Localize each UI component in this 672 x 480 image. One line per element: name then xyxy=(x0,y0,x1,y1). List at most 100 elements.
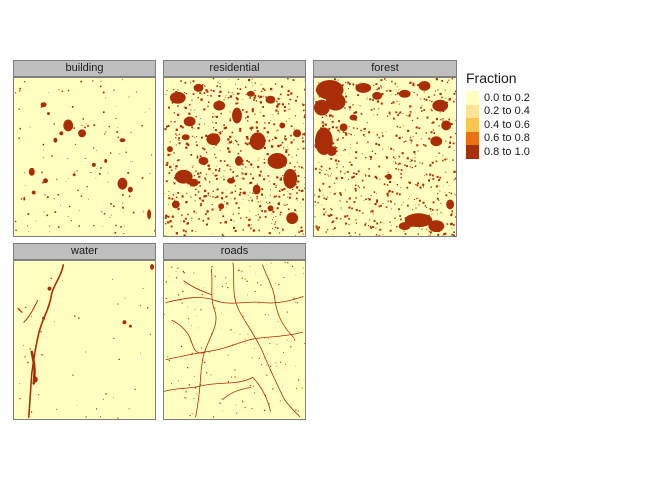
raster-cell xyxy=(173,152,175,154)
raster-cell xyxy=(328,176,330,178)
raster-cell xyxy=(293,128,295,130)
raster-cell xyxy=(203,287,204,289)
raster-cell xyxy=(401,204,403,206)
raster-cell xyxy=(336,85,339,89)
raster-cell xyxy=(268,180,270,182)
raster-cell xyxy=(342,131,345,133)
raster-cell xyxy=(335,177,338,180)
raster-cell xyxy=(280,188,282,190)
raster-cell xyxy=(87,198,89,200)
raster-cell xyxy=(276,105,279,108)
raster-cell xyxy=(210,374,212,376)
raster-cell xyxy=(236,92,239,95)
raster-cell xyxy=(226,202,229,205)
raster-cell xyxy=(29,169,32,171)
raster-cell xyxy=(281,188,284,191)
raster-cell xyxy=(380,85,382,87)
raster-cell xyxy=(361,153,363,155)
raster-cell xyxy=(236,112,239,116)
raster-cell xyxy=(203,108,206,111)
raster-cell xyxy=(386,184,389,186)
raster-cell xyxy=(418,218,421,220)
raster-cell xyxy=(329,114,332,117)
raster-cell xyxy=(324,173,326,176)
raster-cell xyxy=(297,148,299,150)
raster-cell xyxy=(335,97,337,98)
raster-cell xyxy=(449,141,451,144)
raster-cell xyxy=(355,172,358,175)
raster-cell xyxy=(228,150,231,153)
raster-cell xyxy=(179,170,182,173)
raster-cell xyxy=(188,119,190,120)
raster-cell xyxy=(206,90,209,93)
raster-cell xyxy=(238,269,240,271)
raster-cell xyxy=(233,226,236,229)
raster-cell xyxy=(321,121,324,124)
raster-cell xyxy=(192,166,194,168)
raster-cell xyxy=(198,175,201,178)
raster-cell xyxy=(173,112,176,114)
raster-cell xyxy=(331,221,333,224)
raster-cell xyxy=(428,166,430,167)
raster-cell xyxy=(348,83,351,86)
raster-cell xyxy=(300,226,303,229)
raster-cell xyxy=(175,277,178,279)
raster-cell xyxy=(209,141,211,143)
raster-cell xyxy=(330,213,333,217)
raster-cell xyxy=(405,140,407,142)
raster-cell xyxy=(117,136,120,139)
raster-cell xyxy=(409,166,411,168)
raster-cell xyxy=(174,121,176,123)
raster-cell xyxy=(382,202,384,204)
raster-cell xyxy=(167,125,170,127)
forest-dots xyxy=(314,78,456,236)
raster-cell xyxy=(180,173,184,176)
raster-cell xyxy=(136,91,138,93)
raster-cell xyxy=(190,165,192,167)
raster-cell xyxy=(405,90,408,93)
raster-cell xyxy=(388,190,391,193)
raster-cell xyxy=(190,80,192,82)
raster-cell xyxy=(297,410,299,412)
raster-cell xyxy=(419,228,420,229)
raster-cell xyxy=(350,147,352,149)
raster-cell xyxy=(261,364,263,366)
raster-cell xyxy=(249,183,250,185)
raster-cell xyxy=(285,150,288,153)
raster-cell xyxy=(149,108,150,110)
raster-cell xyxy=(444,89,446,90)
raster-cell xyxy=(102,111,105,114)
raster-cell xyxy=(184,397,186,399)
raster-cell xyxy=(235,140,238,143)
raster-cell xyxy=(373,191,376,193)
raster-cell xyxy=(147,307,149,309)
raster-cell xyxy=(413,91,415,94)
raster-cell xyxy=(197,92,198,94)
raster-cell xyxy=(339,131,341,133)
raster-cell xyxy=(346,171,349,173)
raster-cell xyxy=(404,217,406,219)
raster-cell xyxy=(283,109,286,112)
raster-cell xyxy=(429,164,432,167)
raster-cell xyxy=(245,338,246,340)
raster-cell xyxy=(193,174,196,177)
raster-cell xyxy=(175,232,179,235)
raster-cell xyxy=(427,96,430,99)
raster-cell xyxy=(347,81,350,84)
raster-cell xyxy=(140,352,141,354)
raster-cell xyxy=(354,232,357,234)
raster-cell xyxy=(296,302,298,304)
raster-cell xyxy=(421,162,424,165)
raster-cell xyxy=(294,169,296,171)
raster-cell xyxy=(271,96,274,99)
raster-cell xyxy=(14,92,17,94)
raster-cell xyxy=(409,136,412,139)
raster-cell xyxy=(321,204,323,206)
raster-cell xyxy=(252,385,254,387)
raster-cell xyxy=(315,225,318,228)
raster-cell xyxy=(408,197,410,199)
raster-cell xyxy=(278,232,281,234)
raster-cell xyxy=(117,417,119,419)
raster-cell xyxy=(442,225,445,227)
raster-cell xyxy=(197,191,200,193)
